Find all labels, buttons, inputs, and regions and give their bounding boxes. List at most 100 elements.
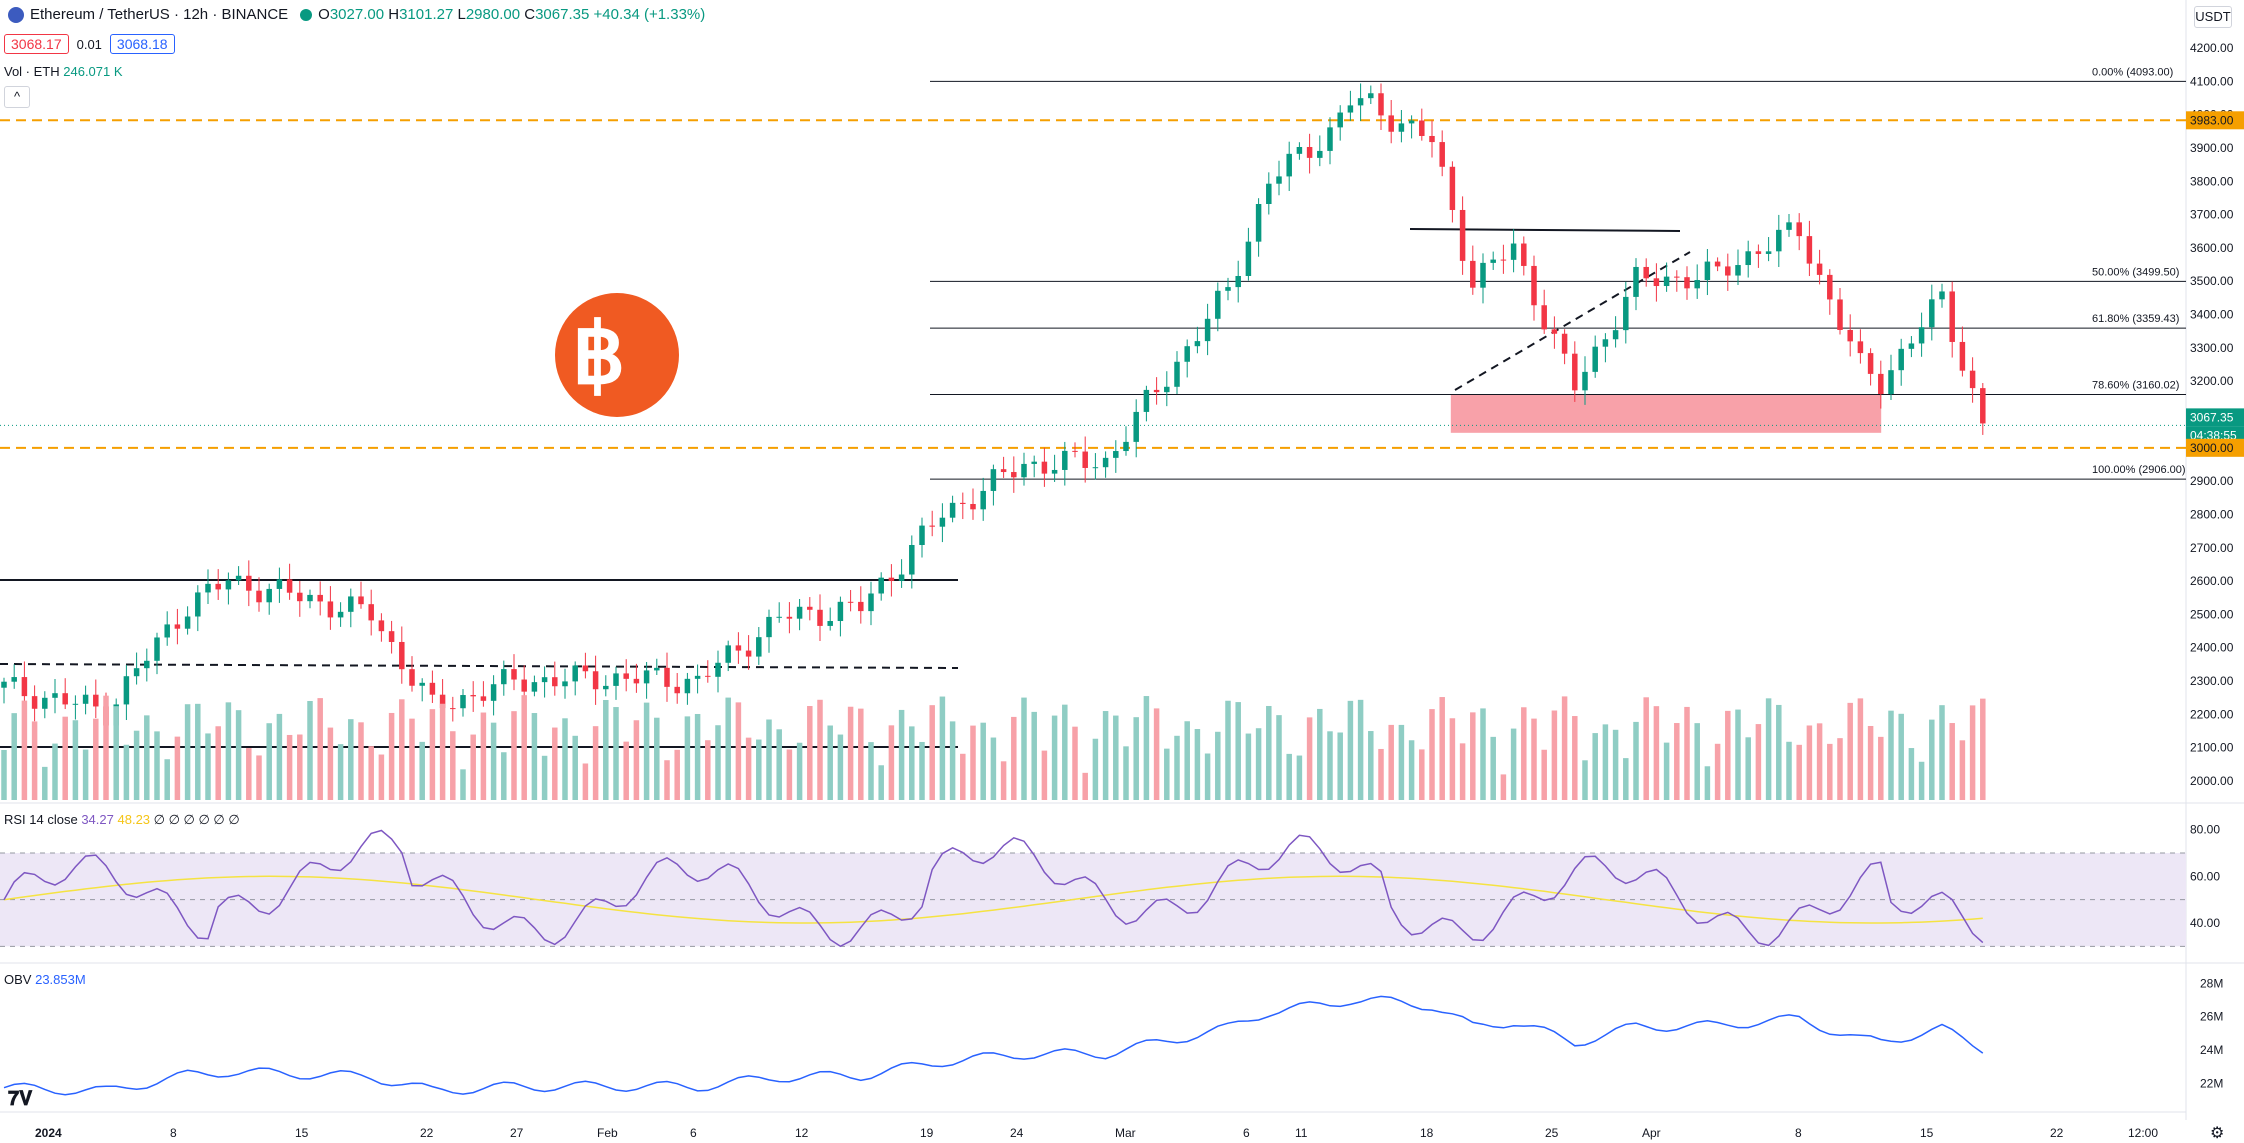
volume-bar bbox=[235, 710, 242, 800]
candle-body bbox=[460, 695, 466, 709]
volume-bar bbox=[613, 707, 619, 800]
candle-body bbox=[490, 684, 497, 701]
settings-gear-icon[interactable]: ⚙ bbox=[2210, 1125, 2225, 1142]
volume-bar bbox=[1674, 723, 1680, 800]
candle-body bbox=[1408, 120, 1415, 124]
candle-body bbox=[929, 525, 935, 527]
last-price-badge-bg bbox=[2186, 408, 2244, 427]
candle-body bbox=[1398, 123, 1405, 132]
candle-body bbox=[1490, 259, 1496, 263]
candle-body bbox=[470, 695, 476, 697]
candle-body bbox=[1215, 290, 1221, 319]
volume-bar bbox=[1531, 718, 1537, 800]
level-high-badge-bg bbox=[2186, 111, 2244, 130]
candle-body bbox=[1776, 229, 1782, 252]
buy-price-button[interactable]: 3068.18 bbox=[109, 34, 175, 54]
candle-body bbox=[888, 577, 895, 581]
candle-body bbox=[1663, 276, 1670, 287]
volume-bar bbox=[1765, 698, 1772, 800]
candle-body bbox=[1317, 150, 1323, 158]
volume-bar bbox=[1878, 736, 1884, 800]
volume-bar bbox=[246, 748, 252, 800]
time-tick-label: 19 bbox=[920, 1126, 934, 1140]
candle-body bbox=[317, 594, 323, 602]
candle-body bbox=[1419, 120, 1425, 136]
volume-bar bbox=[205, 733, 211, 800]
candle-body bbox=[1082, 451, 1088, 468]
candle-body bbox=[694, 675, 701, 679]
time-tick-label: Mar bbox=[1115, 1126, 1136, 1140]
volume-bar bbox=[1612, 729, 1619, 800]
volume-bar bbox=[470, 734, 476, 800]
candle-body bbox=[623, 673, 629, 679]
volume-bar bbox=[358, 722, 364, 800]
volume-bar bbox=[1572, 716, 1578, 800]
candle-body bbox=[72, 703, 79, 705]
volume-bar bbox=[21, 700, 28, 800]
volume-bar bbox=[572, 735, 578, 800]
candle-body bbox=[1378, 93, 1384, 116]
volume-bar bbox=[715, 725, 721, 800]
volume-bar bbox=[1521, 707, 1527, 800]
volume-bar bbox=[1000, 761, 1007, 800]
time-tick-label: 12 bbox=[795, 1126, 809, 1140]
volume-bar bbox=[1306, 717, 1313, 800]
level-low-badge: 3000.00 bbox=[2190, 441, 2234, 455]
candle-body bbox=[450, 708, 456, 710]
volume-bar bbox=[766, 719, 772, 800]
candle-body bbox=[123, 676, 130, 705]
volume-bar bbox=[225, 702, 232, 800]
tradingview-logo[interactable]: 𝟕𝐕 bbox=[8, 1088, 33, 1110]
volume-bar bbox=[531, 713, 538, 800]
volume-bar bbox=[725, 697, 731, 800]
volume-bar bbox=[1980, 698, 1986, 800]
volume-bar bbox=[1337, 732, 1343, 800]
volume-bar bbox=[439, 703, 446, 800]
candle-body bbox=[337, 611, 344, 618]
volume-bar bbox=[419, 741, 425, 800]
collapse-legend-button[interactable]: ^ bbox=[4, 86, 30, 108]
time-tick-label: 18 bbox=[1420, 1126, 1434, 1140]
candle-body bbox=[786, 616, 793, 619]
candle-body bbox=[1765, 251, 1772, 254]
rsi-ma-line bbox=[3, 875, 1983, 924]
volume-bar bbox=[1918, 761, 1925, 800]
candle-body bbox=[144, 660, 150, 669]
volume-bar bbox=[93, 718, 99, 800]
currency-selector[interactable]: USDT bbox=[2194, 6, 2232, 28]
volume-bar bbox=[1031, 711, 1037, 800]
candle-body bbox=[858, 601, 864, 612]
volume-bar bbox=[1133, 717, 1139, 800]
volume-bar bbox=[1072, 726, 1078, 800]
candle-body bbox=[1827, 274, 1833, 300]
candle-body bbox=[776, 616, 782, 618]
candle-body bbox=[939, 517, 946, 527]
candle-body bbox=[643, 670, 650, 684]
volume-bar bbox=[970, 725, 976, 800]
fib-level-label: 100.00% (2906.00) bbox=[2092, 464, 2186, 476]
volume-bar bbox=[1653, 706, 1660, 800]
volume-bar bbox=[1429, 709, 1435, 800]
volume-bar bbox=[31, 721, 38, 800]
time-tick-label: 25 bbox=[1545, 1126, 1559, 1140]
volume-bar bbox=[1490, 736, 1496, 800]
candle-body bbox=[52, 693, 58, 698]
candle-body bbox=[1929, 299, 1935, 328]
volume-bar bbox=[348, 719, 354, 800]
volume-bar bbox=[1143, 696, 1150, 800]
candle-body bbox=[582, 665, 589, 672]
sell-price-button[interactable]: 3068.17 bbox=[4, 34, 69, 54]
volume-bar bbox=[623, 741, 629, 800]
volume-bar bbox=[501, 752, 507, 800]
candle-body bbox=[297, 592, 303, 602]
symbol-header[interactable]: Ethereum / TetherUS · 12h · BINANCE O302… bbox=[8, 6, 705, 23]
volume-bar bbox=[694, 713, 701, 800]
volume-bar bbox=[868, 742, 874, 800]
volume-bar bbox=[409, 718, 415, 800]
candle-body bbox=[225, 580, 232, 590]
candle-body bbox=[919, 525, 925, 546]
price-tick-label: 2700.00 bbox=[2190, 541, 2234, 555]
price-tick-label: 2400.00 bbox=[2190, 641, 2234, 655]
volume-bar bbox=[154, 731, 160, 800]
